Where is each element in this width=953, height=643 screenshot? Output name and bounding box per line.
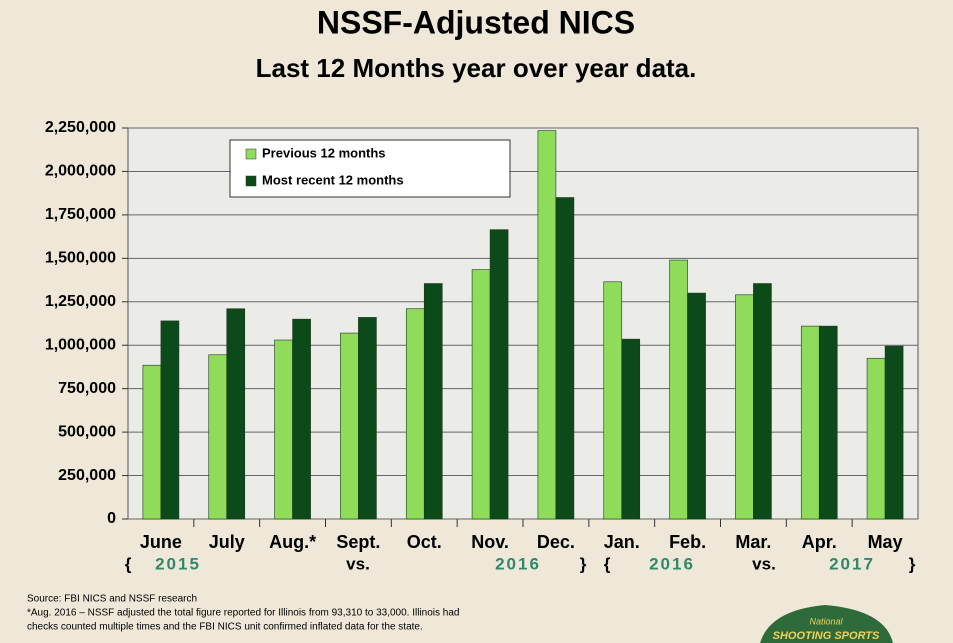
x-tick-label: Mar.	[735, 532, 771, 552]
bar	[621, 338, 641, 520]
period-label: {	[125, 554, 132, 573]
bar	[489, 229, 509, 520]
legend-label: Previous 12 months	[262, 145, 386, 160]
bar	[884, 345, 904, 520]
bar	[340, 332, 359, 520]
legend-swatch	[245, 175, 257, 187]
bar	[423, 283, 443, 520]
x-tick-label: Aug.*	[269, 532, 316, 552]
bar	[555, 197, 575, 520]
bar	[226, 308, 246, 520]
bar	[603, 281, 623, 520]
x-tick-label: Apr.	[802, 532, 837, 552]
bar	[358, 317, 377, 520]
x-tick-label: May	[868, 532, 903, 552]
bar	[208, 354, 228, 520]
x-tick-label: June	[140, 532, 182, 552]
bar	[753, 283, 772, 520]
x-tick-label: July	[209, 532, 245, 552]
legend-label: Most recent 12 months	[262, 172, 404, 187]
x-tick-label: Jan.	[604, 532, 640, 552]
logo-text: SHOOTING SPORTS	[773, 630, 880, 642]
plot	[128, 127, 918, 520]
chart-subtitle: Last 12 Months year over year data.	[256, 53, 697, 83]
legend-swatch	[245, 148, 257, 160]
period-label: vs.	[346, 554, 370, 573]
period-label: 2016	[649, 554, 695, 573]
y-tick-label: 2,250,000	[45, 119, 116, 136]
logo-text: National	[809, 616, 843, 626]
period-label: }	[909, 554, 916, 573]
note: *Aug. 2016 – NSSF adjusted the total fig…	[27, 608, 460, 619]
y-tick-label: 1,500,000	[45, 250, 116, 267]
period-label: 2016	[495, 554, 541, 573]
period-label: }	[580, 554, 587, 573]
period-label: vs.	[752, 554, 776, 573]
x-tick-label: Feb.	[669, 532, 706, 552]
x-tick-label: Dec.	[537, 532, 575, 552]
bar	[537, 130, 557, 520]
y-tick-label: 750,000	[58, 380, 116, 397]
chart-title: NSSF-Adjusted NICS	[317, 4, 635, 40]
period-label: {	[604, 554, 611, 573]
y-tick-label: 1,000,000	[45, 336, 116, 353]
bar	[669, 259, 688, 520]
y-tick-label: 2,000,000	[45, 163, 116, 180]
x-tick-label: Sept.	[336, 532, 380, 552]
x-tick-label: Nov.	[471, 532, 509, 552]
y-tick-label: 250,000	[58, 467, 116, 484]
logo-shape	[760, 605, 893, 643]
bar	[687, 292, 706, 520]
legend	[229, 139, 511, 198]
bar	[292, 318, 311, 520]
bar	[405, 308, 425, 520]
y-tick-label: 0	[107, 510, 116, 527]
period-label: 2015	[155, 554, 201, 573]
bar	[800, 325, 820, 520]
bar	[471, 269, 491, 520]
y-tick-label: 1,750,000	[45, 206, 116, 223]
bar	[735, 294, 754, 520]
y-tick-label: 1,250,000	[45, 293, 116, 310]
bar	[818, 325, 838, 520]
x-tick-label: Oct.	[407, 532, 442, 552]
bar	[142, 364, 162, 520]
bar	[274, 339, 293, 520]
source: Source: FBI NICS and NSSF research	[27, 594, 197, 605]
period-label: 2017	[829, 554, 875, 573]
bar	[160, 320, 180, 520]
note: checks counted multiple times and the FB…	[27, 622, 423, 633]
bar	[866, 357, 886, 520]
y-tick-label: 500,000	[58, 423, 116, 440]
